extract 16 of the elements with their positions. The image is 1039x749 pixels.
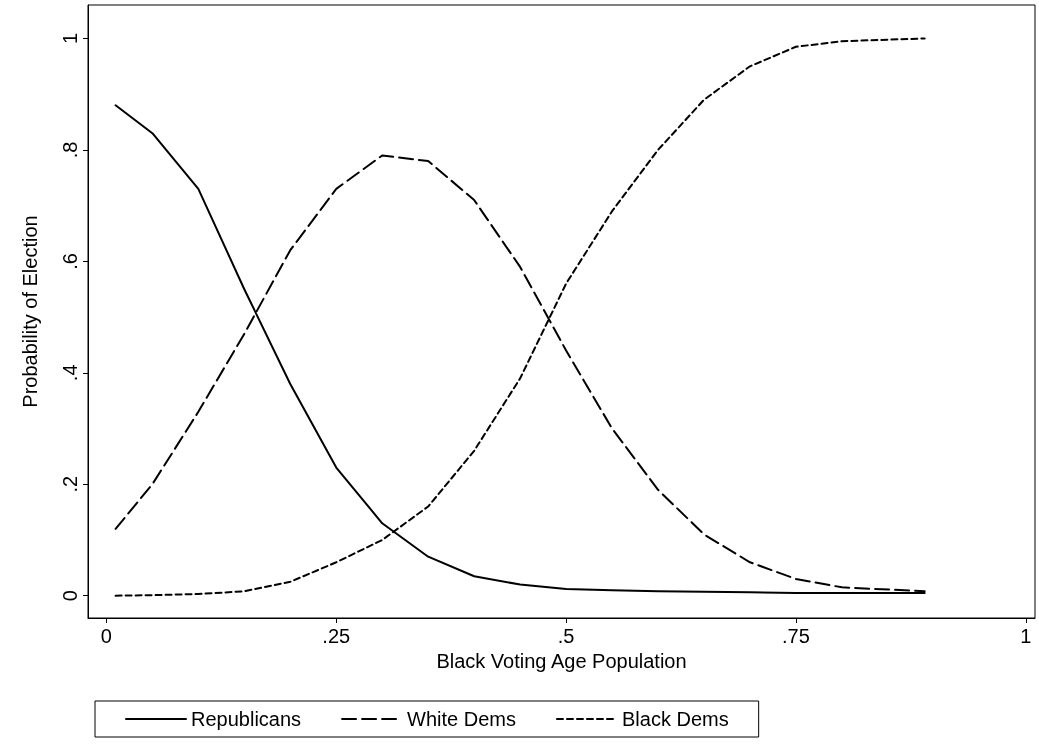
- y-tick-label: 1: [59, 32, 81, 44]
- legend-label: Republicans: [191, 708, 302, 730]
- x-axis-title: Black Voting Age Population: [436, 649, 687, 672]
- legend-label: White Dems: [407, 708, 516, 730]
- y-tick-label: .6: [59, 253, 81, 270]
- legend-label: Black Dems: [621, 708, 729, 730]
- x-tick-label: .75: [782, 625, 810, 647]
- x-tick-label: .25: [322, 625, 351, 647]
- y-tick-label: 0: [59, 590, 81, 602]
- y-tick-label: .2: [59, 475, 81, 493]
- y-tick-label: .8: [59, 141, 81, 159]
- x-tick-label: 0: [100, 625, 112, 647]
- x-tick-label: .5: [557, 625, 575, 647]
- y-tick-label: .4: [59, 364, 81, 382]
- x-tick-label: 1: [1020, 625, 1032, 647]
- y-axis-title: Probability of Election: [19, 215, 41, 408]
